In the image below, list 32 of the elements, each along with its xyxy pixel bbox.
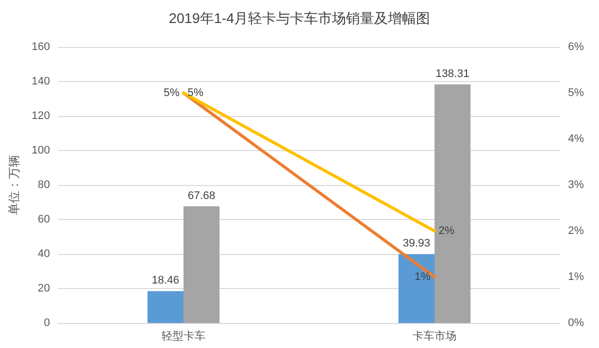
x-tick-label: 轻型卡车 <box>162 330 206 342</box>
y-tick-label: 40 <box>38 248 50 260</box>
y-tick-label: 60 <box>38 214 50 226</box>
bar <box>148 291 184 323</box>
data-label: 67.68 <box>188 190 216 202</box>
y-axis-title: 单位：万辆 <box>7 155 21 215</box>
data-label: 2% <box>438 225 455 237</box>
y-tick-label: 20 <box>38 282 50 294</box>
y2-tick-label: 6% <box>568 41 584 53</box>
bar <box>434 84 470 323</box>
bar <box>398 254 434 323</box>
y2-tick-label: 5% <box>568 87 584 99</box>
y2-tick-label: 4% <box>568 133 584 145</box>
x-tick-label: 卡车市场 <box>412 330 456 342</box>
data-label: 5% <box>188 87 204 99</box>
y-tick-label: 100 <box>32 144 50 156</box>
y2-tick-label: 0% <box>568 317 584 329</box>
y-tick-label: 120 <box>32 110 50 122</box>
data-label: 39.93 <box>402 238 430 250</box>
data-label: 138.31 <box>436 68 470 80</box>
y2-tick-label: 1% <box>568 271 584 283</box>
bar <box>184 206 220 323</box>
y2-tick-label: 2% <box>568 225 584 237</box>
chart-title: 2019年1-4月轻卡与卡车市场销量及增幅图 <box>168 10 430 26</box>
y-tick-label: 80 <box>38 179 50 191</box>
data-label: 1% <box>414 271 431 283</box>
y-tick-label: 140 <box>32 76 50 88</box>
data-label: 5% <box>164 87 180 99</box>
data-label: 18.46 <box>152 274 180 287</box>
y2-tick-label: 3% <box>568 179 584 191</box>
y-tick-label: 160 <box>32 41 50 53</box>
y-tick-label: 0 <box>44 317 50 329</box>
